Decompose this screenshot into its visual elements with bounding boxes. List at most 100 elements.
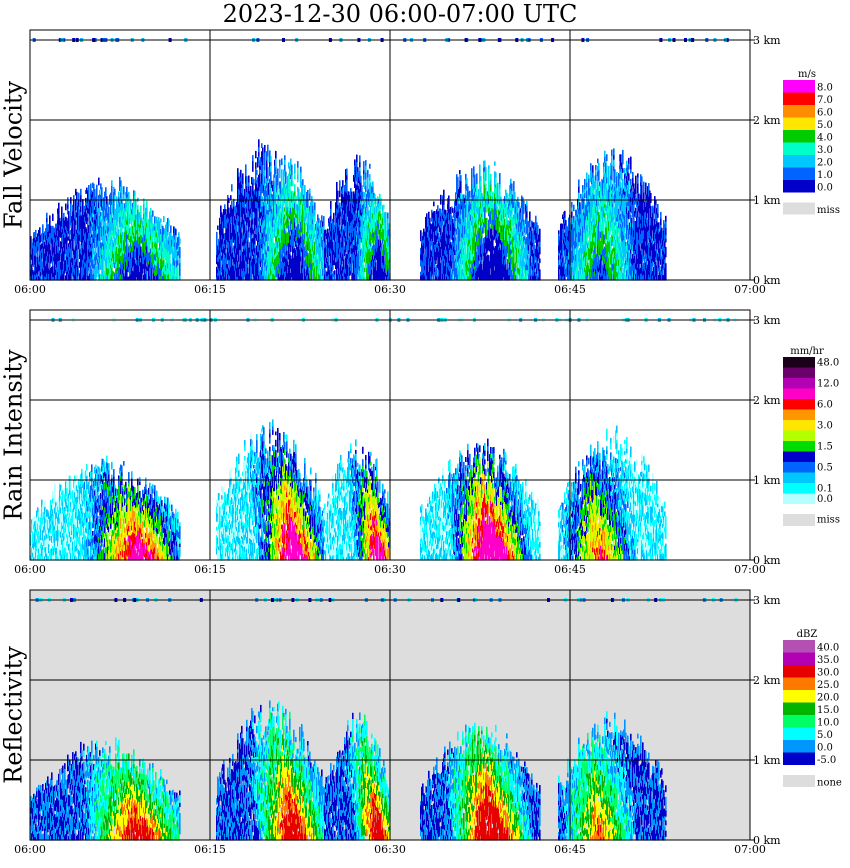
echo-cell: [143, 243, 145, 249]
echo-cell: [61, 220, 63, 227]
echo-cell: [323, 219, 325, 227]
echo-cell: [153, 273, 155, 281]
echo-cell: [128, 195, 130, 201]
echo-cell: [224, 204, 226, 210]
echo-cell: [57, 235, 59, 241]
echo-cell: [73, 265, 75, 273]
echo-cell: [115, 268, 117, 275]
echo-cell: [91, 233, 93, 238]
echo-cell: [288, 220, 290, 226]
echo-cell: [75, 231, 77, 237]
echo-cell: [125, 241, 127, 247]
echo-cell: [113, 271, 115, 277]
echo-cell: [79, 209, 81, 216]
echo-cell: [68, 270, 70, 275]
echo-cell: [127, 193, 129, 198]
echo-cell: [56, 245, 58, 252]
echo-cell: [363, 161, 365, 166]
echo-cell: [126, 206, 128, 213]
echo-cell: [87, 212, 89, 218]
echo-cell: [105, 274, 107, 281]
echo-cell: [297, 161, 299, 168]
echo-cell: [32, 242, 34, 249]
echo-cell: [54, 263, 56, 271]
echo-cell: [73, 271, 75, 277]
echo-cell: [67, 236, 69, 241]
echo-cell: [80, 205, 82, 212]
echo-cell: [163, 216, 165, 223]
echo-cell: [140, 273, 142, 281]
echo-cell: [102, 233, 104, 238]
echo-cell: [82, 247, 84, 255]
echo-cell: [62, 253, 64, 259]
echo-cell: [105, 237, 107, 242]
echo-cell: [126, 229, 128, 234]
echo-cell: [147, 258, 149, 263]
echo-cell: [113, 207, 115, 215]
echo-cell: [142, 251, 144, 258]
echo-cell: [112, 262, 114, 268]
echo-cell: [150, 248, 152, 253]
echo-cell: [32, 274, 34, 281]
echo-cell: [78, 240, 80, 246]
echo-cell: [128, 217, 130, 225]
echo-cell: [156, 216, 158, 224]
echo-cell: [118, 252, 120, 259]
echo-cell: [48, 257, 50, 263]
echo-cell: [118, 238, 120, 245]
echo-cell: [110, 249, 112, 256]
echo-cell: [63, 264, 65, 272]
echo-cell: [95, 201, 97, 207]
echo-cell: [71, 240, 73, 248]
echo-cell: [123, 272, 125, 281]
echo-cell: [115, 274, 117, 281]
echo-cell: [73, 199, 75, 207]
echo-cell: [130, 235, 132, 240]
echo-cell: [103, 201, 105, 209]
echo-cell: [104, 225, 106, 232]
echo-cell: [64, 259, 66, 267]
echo-cell: [128, 206, 130, 214]
echo-cell: [69, 223, 71, 229]
echo-cell: [139, 212, 141, 219]
echo-cell: [133, 232, 135, 239]
echo-cell: [43, 239, 45, 247]
echo-cell: [109, 268, 111, 276]
echo-cell: [120, 185, 122, 193]
echo-cell: [85, 201, 87, 209]
echo-cell: [75, 245, 77, 254]
echo-cell: [150, 274, 152, 281]
echo-cell: [161, 256, 163, 261]
echo-cell: [55, 263, 57, 270]
echo-cell: [127, 238, 129, 245]
echo-cell: [145, 244, 147, 250]
echo-cell: [34, 259, 36, 265]
echo-cell: [93, 227, 95, 233]
echo-cell: [76, 274, 78, 281]
echo-cell: [121, 238, 123, 245]
echo-cell: [159, 274, 161, 281]
echo-cell: [160, 263, 162, 270]
echo-cell: [342, 180, 344, 188]
echo-cell: [129, 256, 131, 261]
echo-cell: [63, 240, 65, 248]
echo-cell: [66, 223, 68, 228]
echo-cell: [127, 210, 129, 218]
echo-cell: [84, 228, 86, 235]
echo-cell: [141, 249, 143, 257]
echo-cell: [143, 252, 145, 258]
echo-cell: [75, 261, 77, 266]
echo-cell: [111, 229, 113, 238]
echo-cell: [89, 258, 91, 265]
echo-cell: [179, 247, 181, 252]
echo-cell: [125, 235, 127, 242]
echo-cell: [279, 172, 281, 179]
echo-cell: [53, 252, 55, 258]
echo-cell: [65, 243, 67, 251]
echo-cell: [151, 262, 153, 268]
echo-cell: [89, 233, 91, 241]
echo-cell: [106, 203, 108, 212]
echo-cell: [100, 257, 102, 265]
echo-cell: [63, 255, 65, 262]
echo-cell: [300, 171, 302, 179]
